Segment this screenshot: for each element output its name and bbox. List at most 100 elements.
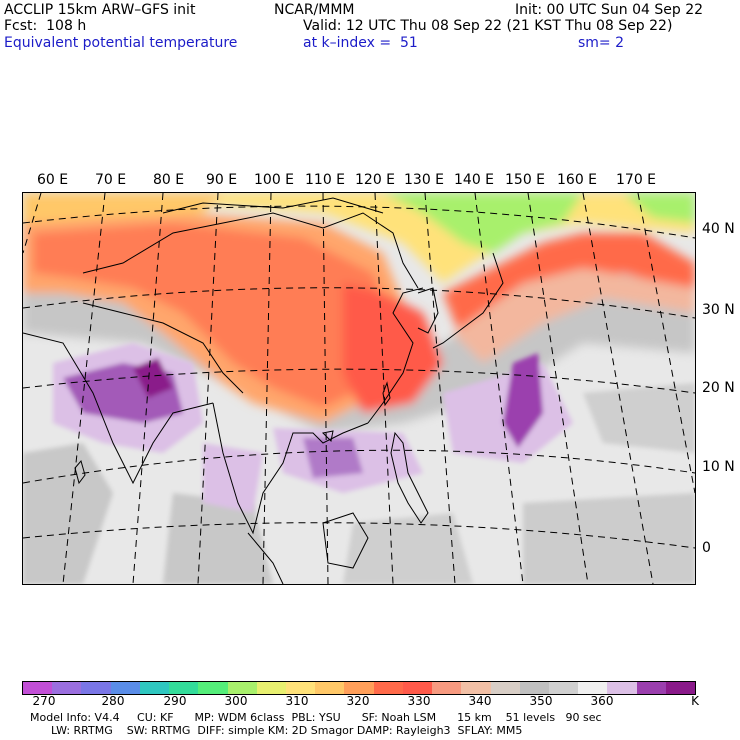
meridian bbox=[582, 193, 654, 584]
model-info-line2: LW: RRTMG SW: RRTMG DIFF: simple KM: 2D … bbox=[30, 724, 523, 737]
lon-label: 130 E bbox=[404, 172, 445, 188]
center-name: NCAR/MMM bbox=[274, 2, 355, 18]
hot-region bbox=[343, 283, 443, 413]
korea bbox=[417, 287, 439, 334]
lat-label: 20 N bbox=[702, 380, 735, 396]
grey-patch bbox=[343, 513, 473, 584]
colorbar-segment bbox=[285, 682, 316, 694]
init-time: Init: 00 UTC Sun 04 Sep 22 bbox=[515, 2, 704, 18]
colorbar-segment bbox=[227, 682, 257, 694]
sri-lanka bbox=[74, 459, 86, 485]
lon-label: 100 E bbox=[254, 172, 295, 188]
colorbar bbox=[22, 681, 696, 695]
meridian bbox=[527, 193, 589, 584]
colorbar-label: 300 bbox=[224, 694, 248, 708]
colorbar-label: 330 bbox=[407, 694, 431, 708]
grey-patch bbox=[23, 443, 113, 584]
parallel-0 bbox=[23, 522, 695, 549]
cold-band bbox=[623, 193, 695, 223]
grey-patch bbox=[523, 493, 695, 584]
parallel-10n bbox=[23, 449, 695, 484]
colorbar-segment bbox=[578, 682, 608, 694]
lon-label: 120 E bbox=[355, 172, 396, 188]
himalaya-border bbox=[82, 302, 244, 394]
colorbar-segment bbox=[519, 682, 549, 694]
meridian bbox=[262, 193, 272, 584]
colorbar-label: 310 bbox=[285, 694, 309, 708]
lon-label: 90 E bbox=[206, 172, 238, 188]
meridian bbox=[197, 193, 219, 584]
colorbar-segment bbox=[315, 682, 345, 694]
meridian bbox=[374, 193, 394, 584]
grey-patch bbox=[583, 383, 695, 453]
colorbar-segment bbox=[373, 682, 403, 694]
convective-core bbox=[303, 438, 363, 478]
lat-label: 0 bbox=[702, 540, 711, 556]
convective-core bbox=[133, 358, 173, 398]
convective-core bbox=[503, 353, 543, 448]
colorbar-segment bbox=[636, 682, 666, 694]
colorbar-segment bbox=[81, 682, 111, 694]
lon-label: 170 E bbox=[616, 172, 657, 188]
mongolia-border bbox=[162, 197, 384, 214]
meridian bbox=[637, 193, 695, 494]
colorbar-label: 270 bbox=[32, 694, 56, 708]
lon-label: 160 E bbox=[557, 172, 598, 188]
china-border bbox=[82, 212, 419, 289]
colorbar-segment bbox=[490, 682, 520, 694]
grey-patch bbox=[163, 493, 273, 584]
lon-label: 80 E bbox=[153, 172, 185, 188]
pacific-warm-edge bbox=[453, 268, 695, 363]
colorbar-segment bbox=[198, 682, 228, 694]
colorbar-label: 290 bbox=[163, 694, 187, 708]
hainan bbox=[321, 430, 334, 443]
philippines bbox=[390, 431, 429, 524]
colorbar-label: 350 bbox=[529, 694, 553, 708]
meridian bbox=[424, 193, 456, 584]
taiwan bbox=[382, 381, 391, 407]
meridian bbox=[132, 193, 164, 584]
colorbar-segment bbox=[256, 682, 286, 694]
colorbar-unit: K bbox=[691, 694, 699, 708]
theta-e-field bbox=[23, 193, 695, 584]
cool-band bbox=[23, 193, 223, 223]
lon-label: 140 E bbox=[454, 172, 495, 188]
sumatra bbox=[247, 532, 284, 584]
lat-label: 10 N bbox=[702, 459, 735, 475]
colorbar-segment bbox=[548, 682, 579, 694]
colorbar-segment bbox=[169, 682, 199, 694]
smoothing-label: sm= 2 bbox=[578, 35, 625, 51]
lon-label: 150 E bbox=[505, 172, 546, 188]
lat-label: 30 N bbox=[702, 302, 735, 318]
convective-area bbox=[203, 443, 263, 513]
parallel-20n bbox=[23, 368, 695, 394]
borneo bbox=[322, 512, 369, 569]
colorbar-segment bbox=[665, 682, 696, 694]
field-name: Equivalent potential temperature bbox=[4, 35, 238, 51]
level-label: at k–index = 51 bbox=[303, 35, 418, 51]
warm-region-core bbox=[33, 223, 393, 408]
forecast-hour: Fcst: 108 h bbox=[4, 18, 87, 34]
colorbar-label: 280 bbox=[101, 694, 125, 708]
run-title: ACCLIP 15km ARW–GFS init bbox=[4, 2, 196, 18]
valid-time: Valid: 12 UTC Thu 08 Sep 22 (21 KST Thu … bbox=[303, 18, 673, 34]
colorbar-segment bbox=[402, 682, 433, 694]
lon-label: 70 E bbox=[95, 172, 127, 188]
china-coast bbox=[367, 287, 424, 424]
meridian bbox=[322, 193, 329, 584]
colorbar-label: 360 bbox=[590, 694, 614, 708]
colorbar-label: 320 bbox=[346, 694, 370, 708]
colorbar-segment bbox=[432, 682, 462, 694]
colorbar-label: 340 bbox=[468, 694, 492, 708]
lon-label: 110 E bbox=[305, 172, 346, 188]
meridian bbox=[62, 193, 106, 584]
meridian bbox=[23, 193, 42, 254]
map-panel bbox=[22, 192, 696, 585]
parallel-30n bbox=[23, 287, 695, 319]
colorbar-segment bbox=[52, 682, 82, 694]
india-coast bbox=[23, 332, 214, 485]
model-info-line1: Model Info: V4.4 CU: KF MP: WDM 6class P… bbox=[30, 711, 602, 724]
coastlines bbox=[23, 197, 504, 584]
colorbar-segment bbox=[461, 682, 491, 694]
graticule bbox=[23, 193, 695, 584]
